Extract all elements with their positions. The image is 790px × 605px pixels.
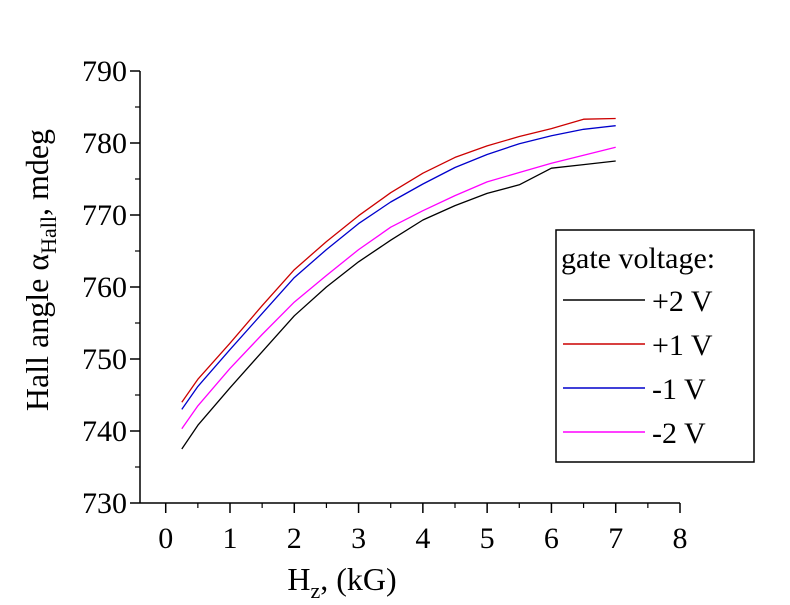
x-tick-label: 7 xyxy=(608,522,623,555)
series-line-1 xyxy=(181,160,616,450)
y-tick-label: 740 xyxy=(82,415,127,448)
series-line-4 xyxy=(181,146,616,430)
x-tick-label: 3 xyxy=(351,522,366,555)
y-axis-title-rest: , mdeg xyxy=(19,129,55,216)
x-tick-label: 1 xyxy=(223,522,238,555)
series-layer xyxy=(181,117,616,450)
legend-label: -1 V xyxy=(652,373,706,406)
y-tick-label: 770 xyxy=(82,199,127,232)
y-tick-label: 750 xyxy=(82,343,127,376)
y-ticks: 730 740 750 760 770 780 790 xyxy=(82,55,140,520)
x-ticks: 0 1 2 3 4 5 6 7 8 xyxy=(158,503,688,555)
x-axis-title-rest: , (kG) xyxy=(320,561,396,597)
x-axis-title: Hz, (kG) xyxy=(287,561,396,603)
series-line-2 xyxy=(181,117,616,403)
y-tick-label: 730 xyxy=(82,487,127,520)
y-tick-label: 780 xyxy=(82,127,127,160)
legend-box xyxy=(555,229,755,463)
y-tick-label: 760 xyxy=(82,271,127,304)
y-tick-label: 790 xyxy=(82,55,127,88)
y-axis-title-sub: Hall xyxy=(36,216,61,254)
y-axis-title-main: Hall angle α xyxy=(19,254,55,411)
x-tick-label: 8 xyxy=(673,522,688,555)
y-axis-title: Hall angle αHall, mdeg xyxy=(19,129,61,411)
x-tick-label: 2 xyxy=(287,522,302,555)
x-tick-label: 0 xyxy=(158,522,173,555)
legend-label: -2 V xyxy=(652,417,706,450)
x-tick-label: 5 xyxy=(480,522,495,555)
series-line-3 xyxy=(181,125,616,410)
legend-label: +2 V xyxy=(652,285,713,318)
x-tick-label: 4 xyxy=(415,522,430,555)
legend: gate voltage: +2 V +1 V -1 V -2 V xyxy=(555,229,755,463)
legend-entries: +2 V +1 V -1 V -2 V xyxy=(563,285,713,450)
x-axis-title-sub: z xyxy=(310,578,320,603)
x-axis-title-main: H xyxy=(287,561,310,597)
legend-label: +1 V xyxy=(652,329,713,362)
x-tick-label: 6 xyxy=(544,522,559,555)
legend-title: gate voltage: xyxy=(561,242,715,275)
